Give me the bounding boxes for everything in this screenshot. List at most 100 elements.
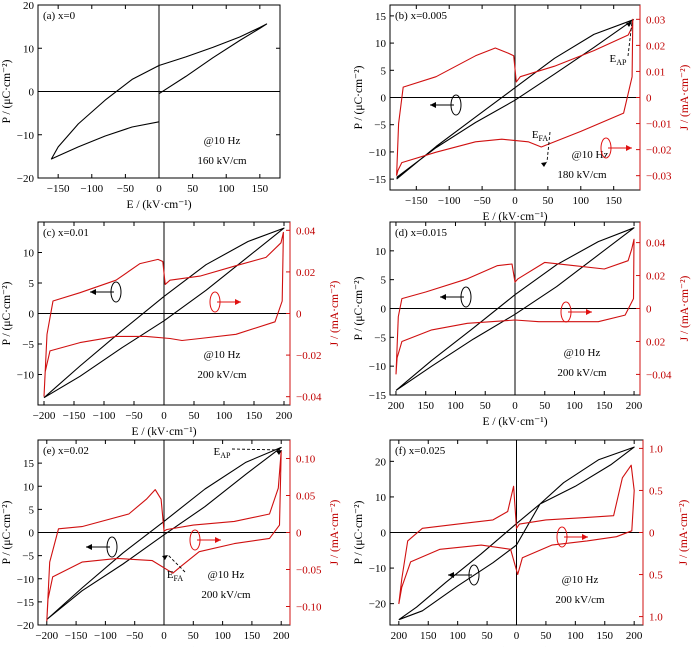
annotation: 180 kV/cm [557,169,607,181]
x-tick-label: 200 [626,630,643,642]
x-tick-label: 200 [626,400,643,412]
x-tick-label: 150 [605,195,622,207]
x-tick-label: 0 [161,630,167,642]
y-right-axis-label: J / (mA·cm⁻²) [679,64,691,130]
annotation: 200 kV/cm [201,589,251,601]
x-tick-label: 150 [420,630,437,642]
arrow-head [440,294,446,300]
x-tick-label: 50 [542,195,554,207]
x-tick-label: 150 [596,400,613,412]
y-tick-label: −5 [22,551,34,563]
panel-label: (d) x=0.015 [395,227,448,239]
y-tick-label: −10 [369,361,387,373]
y-axis-label: P / (μC·cm⁻²) [353,500,365,564]
x-axis-label: E / (kV·cm⁻¹) [131,426,196,438]
panel-label: (a) x=0 [43,10,76,22]
arrow-head [626,145,632,151]
x-tick-label: 200 [388,400,405,412]
x-tick-label: 50 [480,400,492,412]
polarization-loop [43,227,285,399]
y-right-tick-label: 0.02 [296,267,315,279]
arrow-head [586,309,592,315]
arrow-head [235,299,241,305]
y-right-tick-label: 0.04 [646,238,666,250]
y-right-tick-label: 0 [296,528,302,540]
polarization-loop [396,19,634,180]
x-tick-label: −50 [126,630,144,642]
x-tick-label: 0 [514,630,520,642]
y-right-tick-label: 0.02 [646,271,665,283]
x-tick-label: 50 [540,630,552,642]
y-tick-label: 10 [23,248,35,260]
current-density-loop [46,450,282,622]
y-tick-label: −10 [17,370,35,382]
annotation: 160 kV/cm [197,155,247,167]
y-right-axis-label: J / (mA·cm⁻²) [329,499,341,565]
y-axis-label: P / (μC·cm⁻²) [353,65,365,129]
x-tick-label: 100 [567,630,584,642]
annotation: @10 Hz [572,149,609,161]
panel-label: (b) x=0.005 [395,10,448,22]
x-tick-label: −100 [80,183,103,195]
y-tick-label: 10 [375,38,387,50]
annotation: @10 Hz [562,574,599,586]
x-tick-label: −100 [438,195,461,207]
y-right-tick-label: 0.02 [646,40,665,52]
y-tick-label: 20 [375,456,387,468]
marker-subscript: FA [539,134,549,143]
x-tick-label: 100 [447,400,464,412]
y-axis-label: P / (μC·cm⁻²) [353,276,365,340]
x-tick-label: 100 [566,400,583,412]
marker-label-ap: EAP [214,446,232,460]
y-tick-label: −15 [369,174,387,186]
x-tick-label: 100 [573,195,590,207]
x-tick-label: 50 [539,400,551,412]
x-tick-label: 150 [597,630,614,642]
x-tick-label: −200 [35,630,58,642]
y-right-tick-label: 0 [646,93,652,105]
current-density-loop [395,238,635,375]
y-right-tick-label: −0.02 [296,350,321,362]
annotation: @10 Hz [208,569,245,581]
x-tick-label: 200 [391,630,408,642]
y-tick-label: −10 [17,574,35,586]
x-tick-label: 50 [189,410,201,422]
y-right-tick-label: −0.04 [646,369,672,381]
annotation: @10 Hz [204,135,241,147]
panel-e: −200 −150 −100 −50 0 50 100 150 200−20−15−10−505… [1,439,341,647]
y-tick-label: 10 [375,246,387,258]
y-right-tick-label: −0.03 [646,171,672,183]
x-tick-label: 0 [512,400,518,412]
y-tick-label: 0 [29,528,35,540]
y-right-tick-label: 0 [296,309,302,321]
x-tick-label: −150 [405,195,428,207]
x-tick-label: 100 [214,630,231,642]
x-tick-label: −100 [93,410,116,422]
y-right-tick-label: 0.10 [296,454,316,466]
panel-c: −200 −150 −100 −50 0 50 100 150 200−10−50510−0.0… [1,221,341,438]
y-tick-label: −5 [374,332,386,344]
x-tick-label: −150 [47,183,70,195]
polarization-loop [46,446,282,620]
annotation: @10 Hz [204,349,241,361]
y-right-tick-label: −0.04 [296,392,322,404]
x-axis-label: E / (kV·cm⁻¹) [482,416,547,428]
annotation: 200 kV/cm [557,367,607,379]
y-right-tick-label: 0 [649,528,655,540]
marker-letter: E [214,446,221,458]
x-tick-label: 150 [252,183,269,195]
x-tick-label: 200 [273,630,290,642]
x-tick-label: −150 [63,410,86,422]
marker-subscript: AP [220,451,231,460]
marker-label-ap: EAP [610,53,628,67]
polarization-loop [398,446,635,621]
marker-letter: E [167,569,174,581]
x-tick-label: 0 [512,195,518,207]
y-right-axis-label: J / (mA·cm⁻²) [329,280,341,346]
y-tick-label: −15 [17,597,35,609]
y-tick-label: 0 [381,304,387,316]
y-tick-label: −15 [369,390,387,402]
y-tick-label: 15 [375,11,387,23]
